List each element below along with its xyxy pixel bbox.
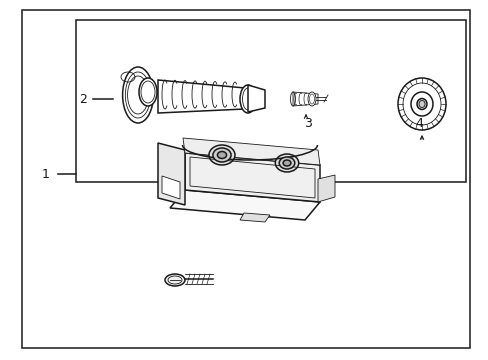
Polygon shape: [158, 143, 184, 205]
Ellipse shape: [208, 145, 235, 165]
Text: 1: 1: [42, 167, 50, 180]
Ellipse shape: [279, 157, 294, 169]
Polygon shape: [162, 176, 180, 199]
Ellipse shape: [139, 78, 157, 106]
Polygon shape: [247, 85, 264, 112]
Ellipse shape: [164, 274, 184, 286]
Polygon shape: [183, 138, 319, 165]
Ellipse shape: [410, 92, 432, 116]
Ellipse shape: [217, 152, 226, 158]
Ellipse shape: [397, 78, 445, 130]
Ellipse shape: [283, 160, 290, 166]
Ellipse shape: [240, 85, 256, 113]
Polygon shape: [158, 80, 244, 113]
Ellipse shape: [307, 92, 315, 106]
Ellipse shape: [275, 154, 298, 172]
Polygon shape: [292, 92, 317, 106]
Ellipse shape: [212, 148, 231, 162]
Bar: [76, 20, 465, 182]
Text: 3: 3: [304, 117, 311, 130]
Polygon shape: [317, 175, 334, 202]
Text: 2: 2: [79, 93, 87, 105]
Text: 4: 4: [414, 117, 422, 130]
Polygon shape: [170, 190, 319, 220]
Ellipse shape: [416, 99, 426, 109]
Polygon shape: [240, 213, 269, 222]
Polygon shape: [184, 153, 319, 202]
